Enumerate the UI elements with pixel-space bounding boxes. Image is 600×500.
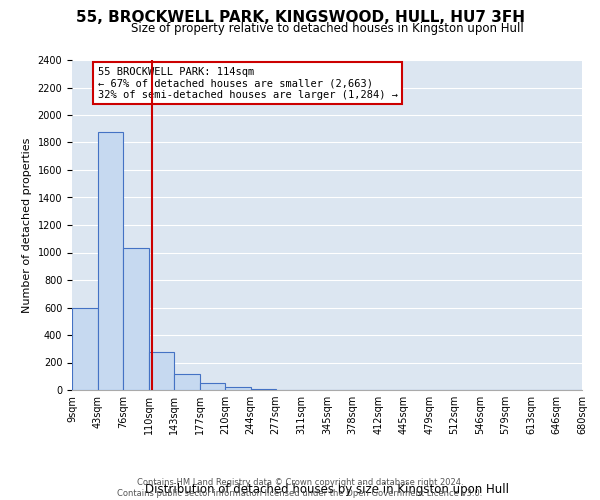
Bar <box>123 248 149 390</box>
Bar <box>149 352 174 390</box>
Bar <box>72 308 98 390</box>
Text: Contains HM Land Registry data © Crown copyright and database right 2024.
Contai: Contains HM Land Registry data © Crown c… <box>118 478 482 498</box>
Text: 55, BROCKWELL PARK, KINGSWOOD, HULL, HU7 3FH: 55, BROCKWELL PARK, KINGSWOOD, HULL, HU7… <box>76 10 524 25</box>
Bar <box>98 132 123 390</box>
Y-axis label: Number of detached properties: Number of detached properties <box>22 138 32 312</box>
Title: Size of property relative to detached houses in Kingston upon Hull: Size of property relative to detached ho… <box>131 22 523 35</box>
Bar <box>200 384 225 390</box>
Bar <box>174 374 200 390</box>
Text: 55 BROCKWELL PARK: 114sqm
← 67% of detached houses are smaller (2,663)
32% of se: 55 BROCKWELL PARK: 114sqm ← 67% of detac… <box>97 66 398 100</box>
Bar <box>225 387 251 390</box>
X-axis label: Distribution of detached houses by size in Kingston upon Hull: Distribution of detached houses by size … <box>145 483 509 496</box>
